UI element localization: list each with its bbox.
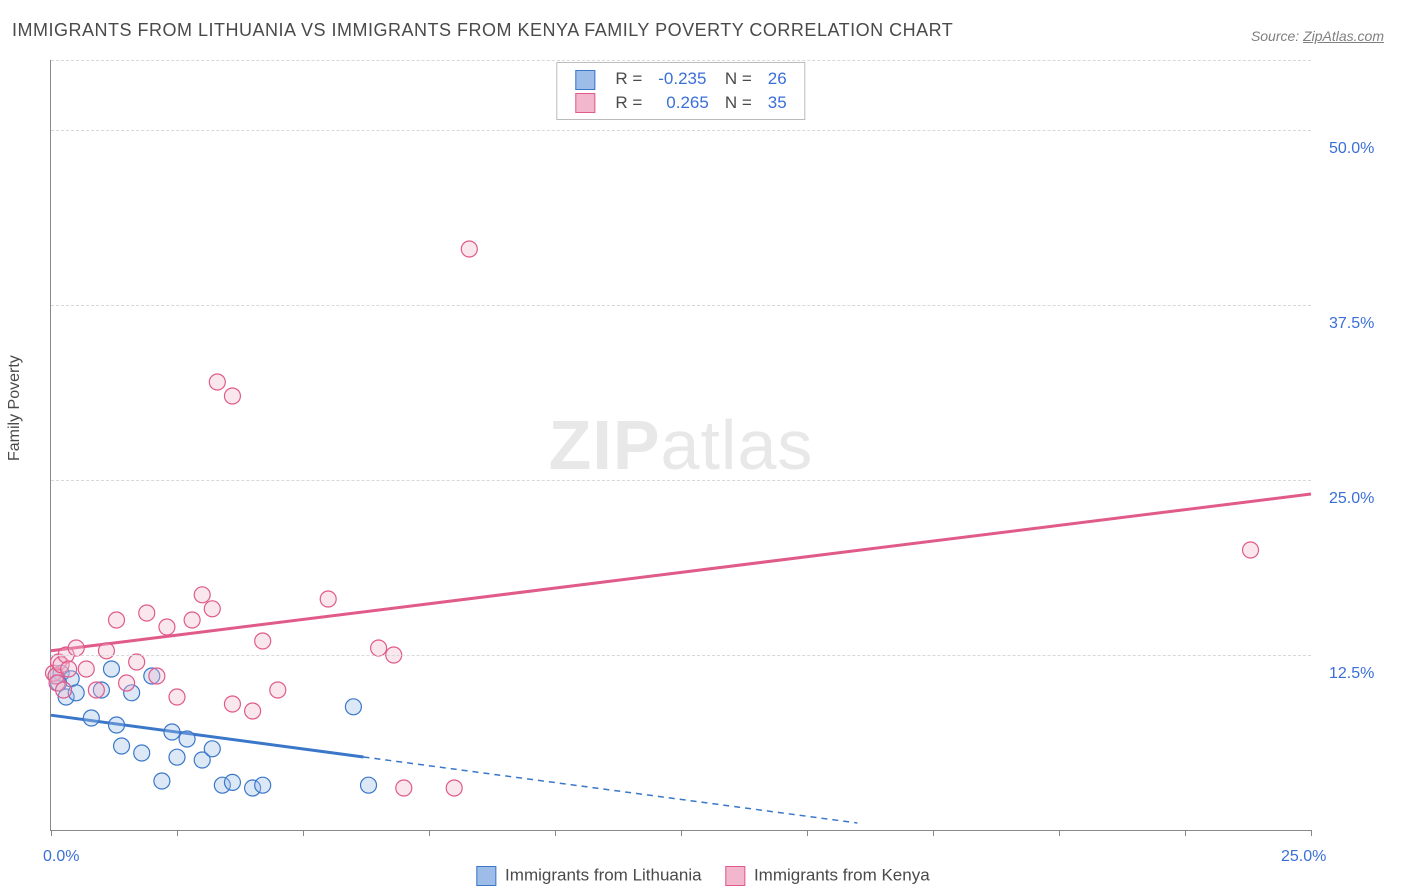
y-tick-label: 37.5%	[1329, 315, 1374, 333]
series-label-kenya: Immigrants from Kenya	[754, 866, 930, 885]
series-label-lithuania: Immigrants from Lithuania	[505, 866, 702, 885]
series-legend: Immigrants from Lithuania Immigrants fro…	[476, 865, 929, 886]
x-tick-label: 25.0%	[1281, 848, 1326, 866]
y-tick-label: 50.0%	[1329, 140, 1374, 158]
y-axis-label: Family Poverty	[6, 431, 24, 461]
x-tick-label: 0.0%	[43, 848, 79, 866]
chart-title: IMMIGRANTS FROM LITHUANIA VS IMMIGRANTS …	[12, 20, 953, 41]
chart-svg	[51, 60, 1311, 830]
source-link[interactable]: ZipAtlas.com	[1303, 28, 1384, 44]
y-tick-label: 25.0%	[1329, 490, 1374, 508]
swatch-lithuania-bottom	[476, 866, 496, 886]
y-tick-label: 12.5%	[1329, 665, 1374, 683]
plot-area: ZIPatlas R = -0.235 N = 26 R = 0.265 N =…	[50, 60, 1311, 831]
swatch-kenya-bottom	[725, 866, 745, 886]
source-attribution: Source: ZipAtlas.com	[1251, 28, 1384, 44]
source-prefix: Source:	[1251, 28, 1303, 44]
